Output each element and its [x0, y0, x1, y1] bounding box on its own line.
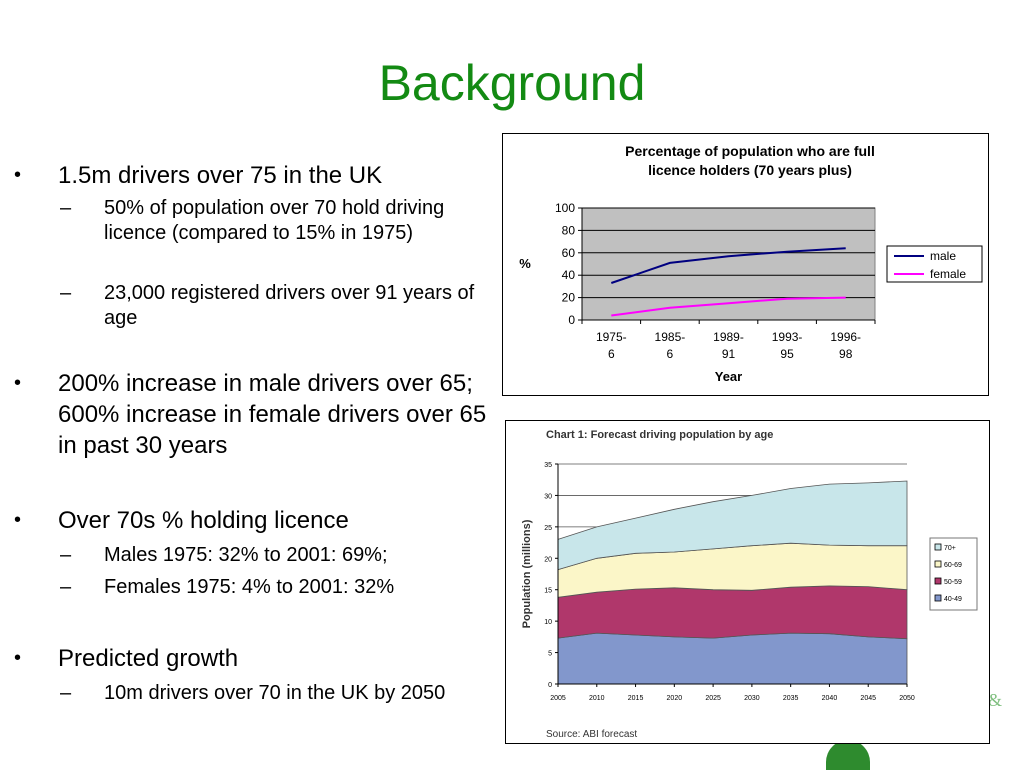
x-tick-label: 2030 [744, 695, 760, 702]
y-tick-label: 0 [568, 313, 575, 327]
bullet-marker: • [14, 372, 22, 394]
x-tick-label: 6 [608, 347, 615, 361]
x-tick-label: 2045 [860, 695, 876, 702]
y-tick-label: 25 [544, 525, 552, 532]
x-tick-label: 1993- [772, 330, 803, 344]
legend-label-40-49: 40-49 [944, 596, 962, 603]
x-tick-label: 1989- [713, 330, 744, 344]
chart-title: Chart 1: Forecast driving population by … [546, 429, 773, 441]
y-axis-label: Population (millions) [521, 519, 533, 628]
x-tick-label: 2035 [783, 695, 799, 702]
sub-bullet-marker: – [60, 544, 72, 566]
x-tick-label: 2050 [899, 695, 915, 702]
legend-label-male: male [930, 249, 956, 263]
x-tick-label: 1996- [830, 330, 861, 344]
x-tick-label: 98 [839, 347, 853, 361]
sub-bullet-text: Males 1975: 32% to 2001: 69%; [104, 544, 388, 566]
x-tick-label: 1975- [596, 330, 627, 344]
bullet-marker: • [14, 509, 22, 531]
bullet-item: • Over 70s % holding licence [14, 505, 498, 536]
sub-bullet-item: – 50% of population over 70 hold driving… [60, 196, 504, 246]
x-tick-label: 2015 [628, 695, 644, 702]
legend-label-60-69: 60-69 [944, 562, 962, 569]
corner-ampersand: & [988, 690, 1003, 710]
sub-bullet-item: – 10m drivers over 70 in the UK by 2050 [60, 681, 504, 706]
y-tick-label: 80 [562, 223, 576, 237]
x-tick-label: 1985- [655, 330, 686, 344]
x-axis-label: Year [715, 369, 742, 384]
series-line-male [610, 247, 846, 284]
y-tick-label: 40 [562, 268, 576, 282]
legend-label-50-59: 50-59 [944, 579, 962, 586]
bullet-marker: • [14, 164, 22, 186]
x-tick-label: 2020 [667, 695, 683, 702]
sub-bullet-text: 50% of population over 70 hold driving l… [104, 197, 445, 244]
y-tick-label: 20 [544, 556, 552, 563]
legend-swatch-70+ [934, 543, 942, 551]
bullet-text: 1.5m drivers over 75 in the UK [58, 162, 383, 189]
y-tick-label: 5 [548, 651, 552, 658]
x-tick-label: 2040 [822, 695, 838, 702]
series-line-female [611, 296, 846, 317]
logo-fragment [826, 740, 870, 770]
sub-bullet-marker: – [60, 682, 72, 704]
y-tick-label: 20 [562, 291, 576, 305]
x-tick-label: 91 [722, 347, 736, 361]
bullet-item: • 200% increase in male drivers over 65;… [14, 368, 498, 461]
x-tick-label: 95 [780, 347, 794, 361]
sub-bullet-marker: – [60, 197, 72, 219]
x-tick-label: 2005 [550, 695, 566, 702]
bullet-text: 200% increase in male drivers over 65; 6… [58, 370, 487, 459]
sub-bullet-item: – Females 1975: 4% to 2001: 32% [60, 575, 504, 600]
y-tick-label: 0 [548, 682, 552, 689]
chart-title: Percentage of population who are full [625, 143, 875, 159]
y-tick-label: 100 [555, 201, 575, 215]
bullet-text: Predicted growth [58, 645, 239, 672]
y-tick-label: 60 [562, 246, 576, 260]
sub-bullet-item: – Males 1975: 32% to 2001: 69%; [60, 543, 504, 568]
sub-bullet-item: – 23,000 registered drivers over 91 year… [60, 281, 504, 331]
licence-chart-panel: Percentage of population who are full lic… [502, 133, 989, 396]
forecast-chart-panel: Chart 1: Forecast driving population by … [505, 420, 990, 744]
sub-bullet-marker: – [60, 282, 72, 304]
chart-source: Source: ABI forecast [546, 729, 637, 740]
legend-swatch-50-59 [934, 577, 942, 585]
y-tick-label: 15 [544, 588, 552, 595]
sub-bullet-text: Females 1975: 4% to 2001: 32% [104, 576, 395, 598]
area-70+ [557, 480, 908, 571]
y-tick-label: 35 [544, 462, 552, 469]
legend: male female [886, 245, 983, 283]
legend-label-female: female [930, 267, 966, 281]
sub-bullet-marker: – [60, 576, 72, 598]
area-50-59 [557, 585, 908, 640]
bullet-item: • 1.5m drivers over 75 in the UK [14, 160, 498, 191]
bullet-text: Over 70s % holding licence [58, 507, 349, 534]
legend: 70+ 60-69 50-59 40-49 [929, 537, 978, 611]
licence-holders-line-chart: Percentage of population who are full lic… [519, 143, 983, 384]
legend-box [886, 245, 983, 283]
forecast-area-chart: Chart 1: Forecast driving population by … [521, 429, 978, 740]
slide-title: Background [378, 55, 646, 111]
area-40-49 [557, 632, 908, 685]
chart-title: licence holders (70 years plus) [648, 162, 852, 178]
legend-swatch-60-69 [934, 560, 942, 568]
legend-swatch-40-49 [934, 594, 942, 602]
x-tick-label: 6 [667, 347, 674, 361]
sub-bullet-text: 10m drivers over 70 in the UK by 2050 [104, 682, 446, 704]
x-tick-label: 2010 [589, 695, 605, 702]
y-tick-label: 10 [544, 619, 552, 626]
bullet-item: • Predicted growth [14, 643, 498, 674]
legend-label-70+: 70+ [944, 545, 956, 552]
y-tick-label: 30 [544, 493, 552, 500]
y-axis-label: % [519, 256, 531, 271]
bullet-marker: • [14, 647, 22, 669]
sub-bullet-text: 23,000 registered drivers over 91 years … [104, 282, 475, 329]
x-tick-label: 2025 [705, 695, 721, 702]
